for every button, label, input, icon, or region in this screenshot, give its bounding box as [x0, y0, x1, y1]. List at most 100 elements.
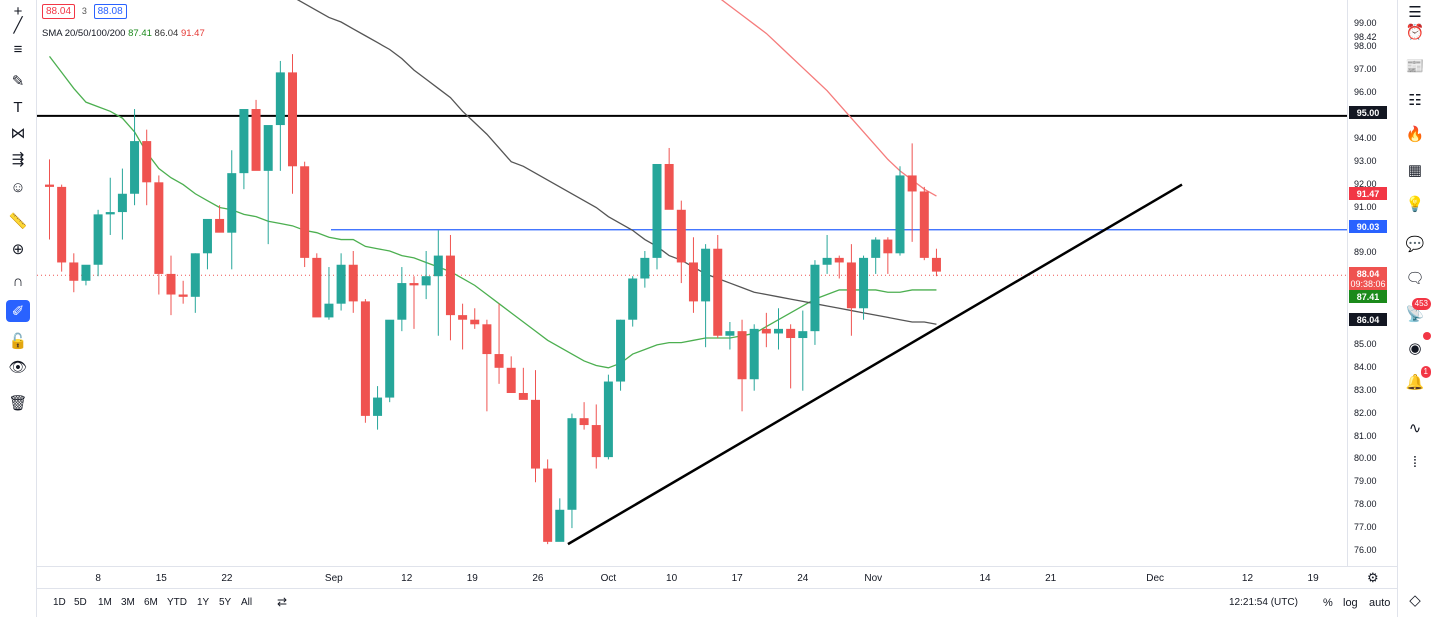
crosshair-icon[interactable]: +	[13, 2, 23, 20]
time-tick: 8	[95, 573, 101, 584]
ask-box[interactable]: 88.08	[93, 4, 127, 19]
price-tick: 89.00	[1354, 247, 1377, 258]
candle-body	[628, 278, 638, 320]
candle-body	[603, 381, 613, 458]
hline-95-label: 95.00	[1349, 106, 1387, 119]
price-legend: 88.04 3 88.08	[42, 4, 127, 19]
chart-pane[interactable]	[37, 0, 1347, 566]
widget-toolbar: ☰ ⏰ 📰 ☷ 🔥 ▦ 💡 💬 🗨 📡 453 ◉ 🔔 1 ∿ ⁞ ◇	[1397, 0, 1432, 617]
price-tick: 91.00	[1354, 201, 1377, 212]
price-tick: 98.00	[1354, 41, 1377, 52]
candle-body	[725, 331, 735, 336]
candle-body	[421, 276, 431, 286]
sma20-value: 87.41	[128, 28, 152, 39]
range-1d[interactable]: 1D	[53, 597, 66, 608]
fib-icon[interactable]: ≡	[13, 40, 23, 58]
sma200-line	[720, 0, 937, 197]
price-chart[interactable]	[37, 0, 1347, 566]
log-button[interactable]: log	[1343, 597, 1358, 609]
time-tick: 19	[466, 573, 478, 584]
range-6m[interactable]: 6M	[144, 597, 158, 608]
news-glyph: 📰	[1405, 58, 1425, 75]
bid-box[interactable]: 88.04	[42, 4, 76, 19]
broadcast-icon[interactable]: ◉	[1403, 332, 1431, 360]
watchlist-icon[interactable]: ☰	[1403, 0, 1427, 24]
time-tick: 15	[155, 573, 167, 584]
percent-button[interactable]: %	[1323, 597, 1333, 609]
stream-icon[interactable]: 📡 453	[1403, 298, 1431, 326]
spread-value: 3	[81, 6, 87, 16]
range-3m[interactable]: 3M	[121, 597, 135, 608]
pattern-icon[interactable]: ⋈	[10, 125, 26, 142]
last-price-label: 88.04 09:38:06	[1349, 267, 1387, 291]
range-5d[interactable]: 5D	[74, 597, 87, 608]
range-1y[interactable]: 1Y	[197, 597, 210, 608]
range-ytd[interactable]: YTD	[167, 597, 187, 608]
drawing-toolbar: + ╱ ≡ ✎ T ⋈ ⇶ ☺ 📏 ⊕ ∩ ✐ 🔓 👁 🗑	[0, 0, 37, 617]
candle-body	[154, 182, 164, 274]
time-tick: Dec	[1146, 573, 1165, 584]
time-tick: 19	[1307, 573, 1319, 584]
settings-icon[interactable]: ⚙	[1367, 570, 1379, 585]
magnet-icon[interactable]: ∩	[12, 272, 24, 290]
candle-body	[130, 141, 140, 194]
clock-time[interactable]: 12:21:54 (UTC)	[1229, 597, 1298, 608]
alarm-icon[interactable]: ⏰	[1403, 20, 1427, 44]
candle-body	[482, 324, 492, 355]
candle-body	[713, 248, 723, 336]
time-tick: 12	[1241, 573, 1254, 584]
trend-line-icon[interactable]: ╱	[13, 17, 23, 34]
candle-body	[859, 257, 869, 309]
price-tick: 96.00	[1354, 87, 1377, 97]
bottom-bar: ⇄ 12:21:54 (UTC) % log auto 1D 5D 1M 3M 6M YT…	[37, 588, 1397, 618]
lock-icon[interactable]: 🔓	[8, 333, 28, 350]
text-icon[interactable]: T	[13, 98, 23, 116]
list-plus-icon[interactable]: ☷	[1403, 88, 1427, 112]
range-all[interactable]: All	[241, 597, 253, 608]
candle-body	[701, 248, 711, 302]
sma-legend[interactable]: SMA 20/50/100/200 87.41 86.04 91.47	[42, 28, 205, 39]
calendar-icon[interactable]: ▦	[1403, 158, 1427, 182]
hotlist-icon[interactable]: 🔥	[1403, 122, 1427, 146]
grid-icon[interactable]: ⁞	[1403, 450, 1427, 474]
candle-body	[348, 264, 358, 302]
chat2-glyph: 🗨	[1405, 270, 1425, 287]
chat2-icon[interactable]: 🗨	[1403, 266, 1427, 290]
hline-90-label: 90.03	[1349, 220, 1387, 233]
chat-icon[interactable]: 💬	[1403, 232, 1427, 256]
price-tick: 99.00	[1354, 18, 1377, 29]
bell-icon[interactable]: 🔔 1	[1403, 366, 1431, 394]
draw-mode-icon[interactable]: ✐	[6, 300, 30, 322]
prediction-icon[interactable]: ⇶	[11, 151, 25, 168]
range-5y[interactable]: 5Y	[219, 597, 232, 608]
eye-icon[interactable]: 👁	[8, 359, 28, 376]
candle-body	[834, 257, 844, 263]
broadcast-glyph: ◉	[1408, 340, 1422, 357]
news-icon[interactable]: 📰	[1403, 54, 1427, 78]
range-1m[interactable]: 1M	[98, 597, 112, 608]
candle-body	[907, 175, 917, 192]
time-axis[interactable]: ⚙ 8 15 22 Sep 12 19 26 Oct 10 17 24 Nov 14 21 Dec 12 19	[37, 566, 1397, 589]
price-tick: 78.00	[1354, 499, 1377, 510]
date-range-icon[interactable]: ⇄	[277, 595, 288, 609]
support-trendline	[567, 183, 1183, 546]
zoom-icon[interactable]: ⊕	[11, 241, 25, 258]
candle-body	[433, 255, 443, 277]
trash-icon[interactable]: 🗑	[8, 395, 28, 412]
ruler-icon[interactable]: 📏	[8, 213, 28, 230]
trend-icon[interactable]: ∿	[1403, 416, 1427, 440]
candle-body	[931, 257, 941, 272]
time-tick: 24	[797, 573, 809, 584]
emoji-icon[interactable]: ☺	[10, 178, 26, 196]
brush-icon[interactable]: ✎	[11, 73, 25, 90]
candle-body	[251, 109, 261, 171]
candle-body	[239, 109, 249, 174]
auto-button[interactable]: auto	[1369, 597, 1391, 609]
sma50-line	[296, 0, 937, 325]
sma50-value: 86.04	[154, 28, 179, 39]
layers-icon[interactable]: ◇	[1403, 588, 1427, 612]
stream-glyph: 📡	[1405, 306, 1425, 323]
chat-glyph: 💬	[1405, 236, 1425, 253]
idea-icon[interactable]: 💡	[1403, 192, 1427, 216]
